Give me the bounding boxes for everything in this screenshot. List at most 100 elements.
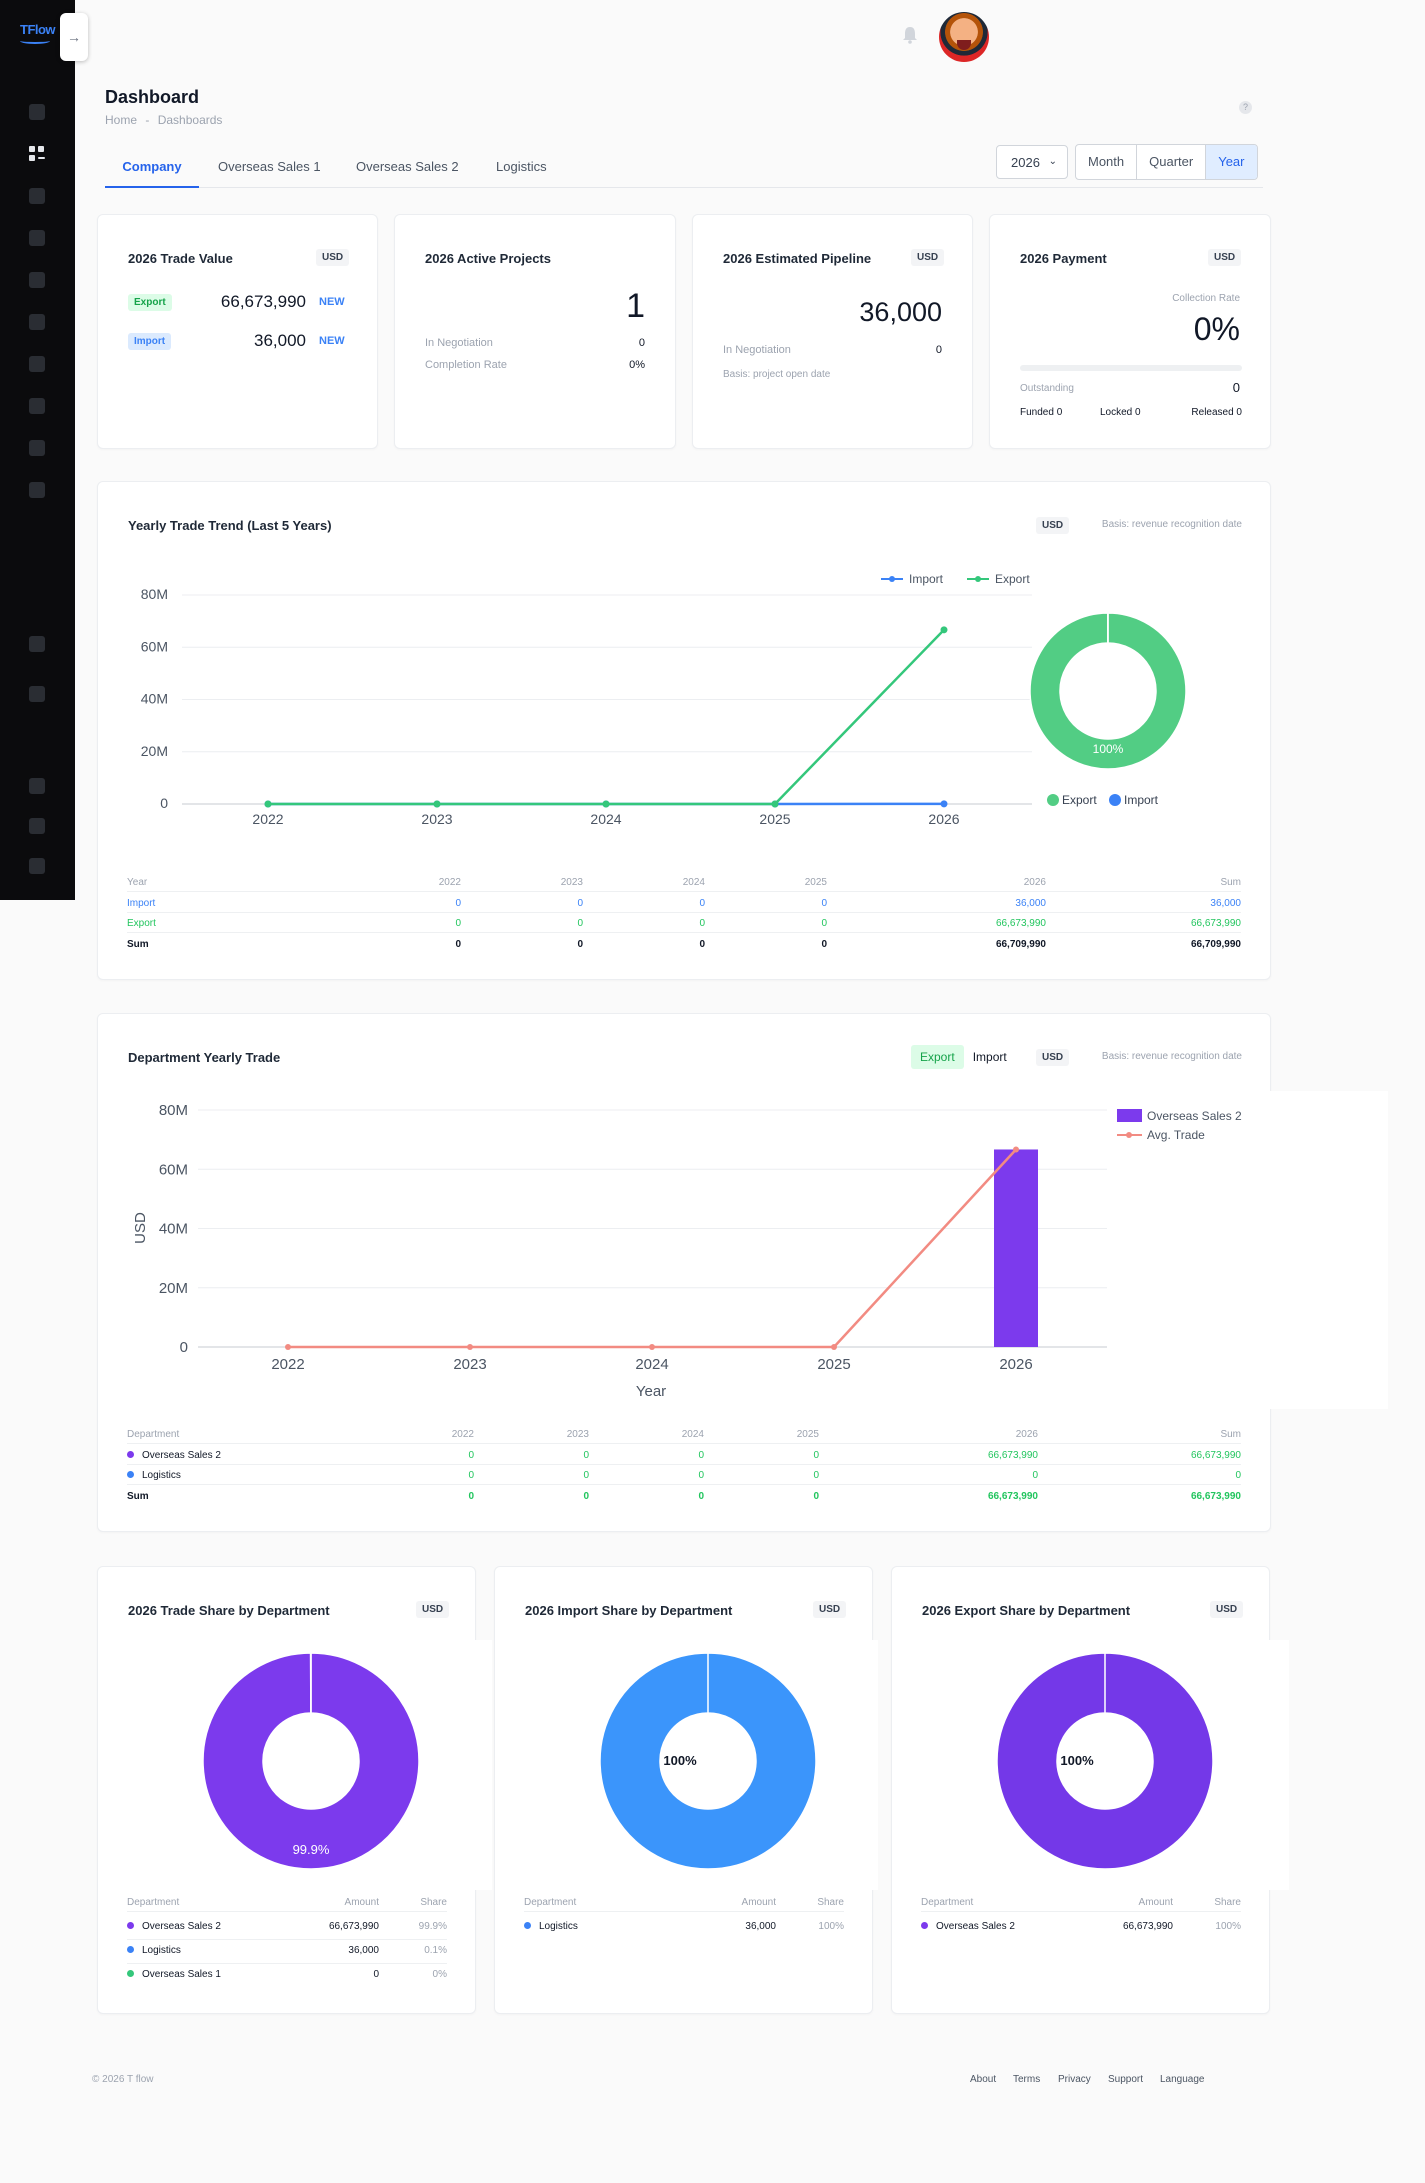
column-header: Amount — [1138, 1897, 1173, 1908]
table-cell: 0 — [813, 1449, 819, 1461]
column-header: Department — [921, 1897, 974, 1908]
export-badge: Export — [128, 294, 172, 311]
table-header-row: Department Amount Share — [127, 1892, 447, 1912]
table-cell: 0 — [468, 1490, 474, 1502]
sidebar-list-icon[interactable] — [29, 272, 45, 288]
donut-label: 100% — [1060, 1753, 1094, 1768]
sidebar: TFlow — [0, 0, 75, 900]
period-year-button[interactable]: Year — [1206, 145, 1257, 179]
y-tick-label: 40M — [141, 691, 168, 707]
export-toggle-button[interactable]: Export — [911, 1045, 964, 1069]
negotiation-label: In Negotiation — [723, 344, 791, 356]
tab-logistics[interactable]: Logistics — [496, 159, 547, 174]
sidebar-message-icon[interactable] — [29, 636, 45, 652]
sidebar-archive-icon[interactable] — [29, 686, 45, 702]
footer-link-privacy[interactable]: Privacy — [1058, 2074, 1091, 2085]
sidebar-network-icon[interactable] — [29, 188, 45, 204]
sidebar-group-icon[interactable] — [29, 858, 45, 874]
tab-company[interactable]: Company — [105, 159, 199, 188]
table-cell: 0 — [813, 1470, 819, 1481]
arrow-right-icon: → — [67, 29, 81, 45]
card-title: Yearly Trade Trend (Last 5 Years) — [128, 518, 332, 533]
sidebar-user-icon[interactable] — [29, 356, 45, 372]
table-cell: 0 — [821, 918, 827, 929]
sidebar-toggle-button[interactable]: → — [60, 13, 88, 61]
avg-trade-line — [288, 1148, 1017, 1349]
tab-overseas-sales-2[interactable]: Overseas Sales 2 — [356, 159, 459, 174]
department-label: Logistics — [142, 1945, 181, 1956]
trend-donut-slice — [1029, 612, 1187, 770]
card-title: 2026 Estimated Pipeline — [723, 251, 872, 266]
row-label-text: Logistics — [142, 1470, 181, 1481]
table-cell: 0 — [698, 1490, 704, 1502]
card-title: 2026 Trade Share by Department — [128, 1603, 330, 1618]
footer-link-support[interactable]: Support — [1108, 2074, 1144, 2085]
legend-label: Export — [1062, 793, 1097, 807]
table-cell: 66,673,990 — [1190, 1449, 1241, 1461]
row-label-text: Import — [127, 897, 156, 909]
x-tick-label: 2022 — [271, 1356, 304, 1373]
breadcrumb-dashboards[interactable]: Dashboards — [157, 113, 223, 127]
x-tick-label: 2023 — [453, 1356, 486, 1373]
amount-cell: 0 — [373, 1969, 379, 1980]
currency-badge: USD — [1036, 517, 1070, 534]
sidebar-database-icon[interactable] — [29, 398, 45, 414]
y-tick-label: 80M — [159, 1102, 188, 1119]
app-logo[interactable]: TFlow — [20, 22, 56, 46]
outstanding-label: Outstanding — [1020, 383, 1074, 394]
sidebar-dashboards-icon[interactable] — [29, 146, 45, 162]
year-select[interactable]: 2026 ⌄ — [996, 145, 1068, 179]
page-title: Dashboard — [105, 87, 200, 107]
help-icon[interactable]: ? — [1239, 101, 1252, 114]
released-value: Released 0 — [1191, 407, 1242, 418]
sidebar-settings-icon[interactable] — [29, 482, 45, 498]
import-badge: Import — [128, 333, 172, 350]
bell-icon[interactable] — [902, 26, 918, 44]
footer-link-terms[interactable]: Terms — [1013, 2074, 1041, 2085]
card-title: 2026 Import Share by Department — [525, 1603, 733, 1618]
collection-rate-value: 0% — [1193, 311, 1240, 347]
chart-legend-panel — [1107, 1091, 1388, 1409]
table-cell: 66,673,990 — [987, 1449, 1038, 1461]
share-cell: 0.1% — [424, 1945, 447, 1956]
amount-cell: 66,673,990 — [1122, 1921, 1173, 1932]
pipeline-card: 2026 Estimated Pipeline USD 36,000 In Ne… — [692, 214, 973, 449]
table-cell: 0 — [1032, 1470, 1038, 1481]
donut-label: 100% — [1093, 742, 1124, 756]
currency-badge: USD — [316, 249, 350, 266]
row-label: Export — [127, 918, 156, 929]
legend-dot — [127, 1450, 134, 1458]
sidebar-wrench-icon[interactable] — [29, 314, 45, 330]
yearly-trend-chart: 0 20M 40M 60M 80M 2022 2023 2024 2025 2026 Import E… — [141, 572, 1187, 827]
footer-link-about[interactable]: About — [970, 2074, 997, 2085]
column-header: Department — [524, 1897, 577, 1908]
row-label: Import — [127, 898, 155, 909]
row-label: Overseas Sales 2 — [127, 1450, 221, 1461]
tab-overseas-sales-1[interactable]: Overseas Sales 1 — [218, 159, 321, 174]
department-name: Logistics — [524, 1921, 578, 1932]
sidebar-dashboard-icon[interactable] — [29, 104, 45, 120]
x-tick-label: 2022 — [252, 811, 283, 827]
import-toggle-button[interactable]: Import — [972, 1050, 1007, 1064]
payment-card: 2026 Payment USD Collection Rate 0% Outs… — [989, 214, 1271, 449]
sidebar-chart-icon[interactable] — [29, 440, 45, 456]
sidebar-team-icon[interactable] — [29, 818, 45, 834]
department-share-donuts: 99.9% 100% 100% — [202, 1652, 1214, 1870]
sidebar-account-icon[interactable] — [29, 778, 45, 794]
footer-link-language[interactable]: Language — [1160, 2074, 1205, 2085]
table-cell: 66,673,990 — [1190, 918, 1241, 929]
x-tick-label: 2025 — [817, 1356, 850, 1373]
legend-marker — [1117, 1109, 1142, 1122]
sidebar-document-icon[interactable] — [29, 230, 45, 246]
table-cell: 0 — [583, 1470, 589, 1481]
department-label: Overseas Sales 1 — [142, 1969, 221, 1980]
breadcrumb-home[interactable]: Home — [105, 113, 138, 127]
table-row: Overseas Sales 2 66,673,990 100% — [921, 1916, 1241, 1940]
period-quarter-button[interactable]: Quarter — [1137, 145, 1207, 179]
row-label-text: Export — [127, 918, 156, 929]
period-month-button[interactable]: Month — [1076, 145, 1138, 179]
user-avatar[interactable] — [939, 12, 989, 62]
column-header: Share — [1214, 1897, 1241, 1908]
share-cell: 100% — [818, 1921, 844, 1932]
table-row: Export 0 0 0 0 66,673,990 66,673,990 — [127, 913, 1241, 933]
